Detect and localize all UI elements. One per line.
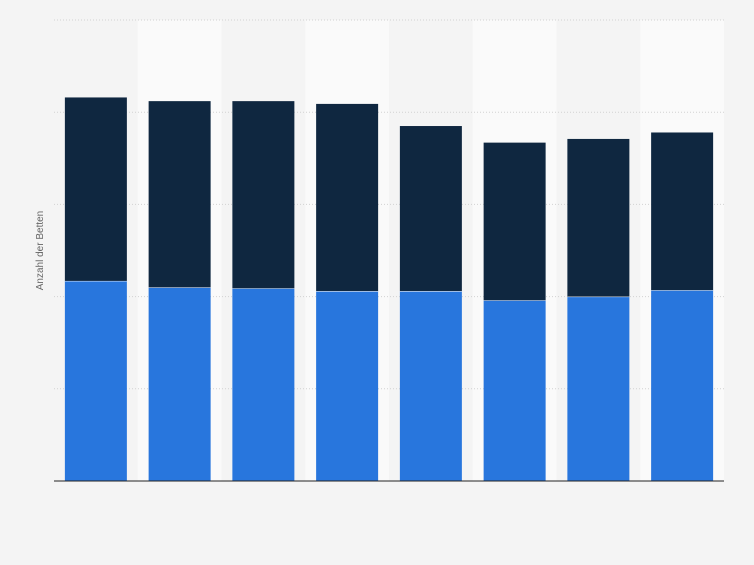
- bar-segment-series-1: [232, 288, 295, 481]
- bar-segment-series-2: [651, 132, 714, 291]
- bar-segment-series-2: [483, 142, 546, 301]
- bar-segment-series-1: [399, 291, 462, 481]
- bar-segment-series-2: [232, 101, 295, 289]
- bar-segment-series-1: [64, 280, 127, 481]
- bar-segment-series-1: [483, 300, 546, 481]
- bar-segment-series-1: [567, 296, 630, 481]
- bar-segment-series-2: [64, 97, 127, 281]
- bar-segment-series-1: [316, 291, 379, 481]
- y-axis-label: Anzahl der Betten: [35, 211, 46, 291]
- bar-segment-series-2: [567, 138, 630, 297]
- bar-segment-series-1: [651, 290, 714, 481]
- bar-segment-series-2: [148, 101, 211, 288]
- bar-segment-series-2: [316, 103, 379, 292]
- bar-segment-series-2: [399, 126, 462, 292]
- bars: [64, 97, 714, 481]
- bar-segment-series-1: [148, 287, 211, 481]
